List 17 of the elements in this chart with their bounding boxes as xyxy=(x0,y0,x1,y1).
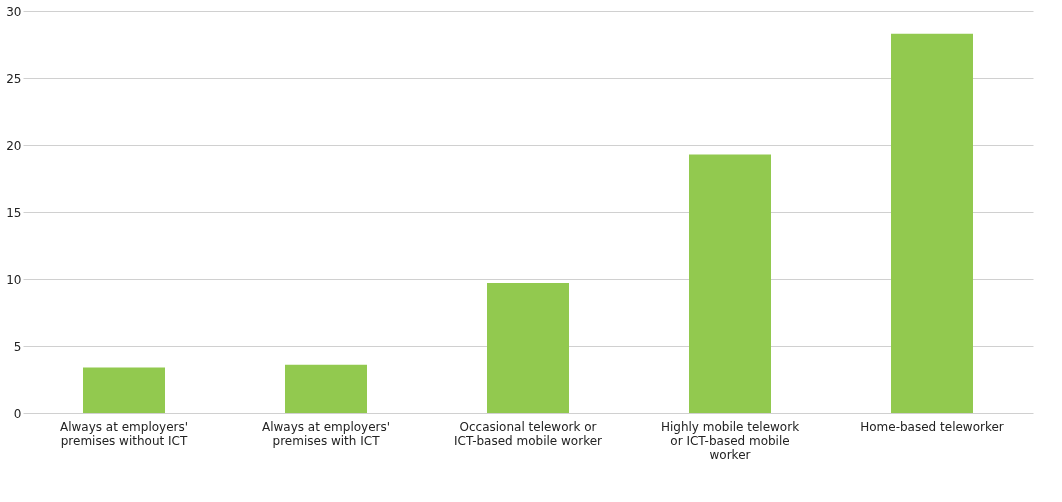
x-tick-label: Occasional telework or ICT-based mobile worker xyxy=(454,419,603,448)
x-tick-label: Highly mobile telework or ICT-based mobile worker xyxy=(660,419,800,462)
y-tick-label: 20 xyxy=(6,138,22,153)
x-tick-label: Always at employers' premises with ICT xyxy=(261,419,391,448)
bar xyxy=(891,33,973,413)
bar xyxy=(285,364,367,413)
bar xyxy=(487,283,569,413)
y-tick-label: 5 xyxy=(13,339,22,354)
bar xyxy=(83,367,165,413)
y-tick-label: 25 xyxy=(6,71,22,86)
y-tick-label: 10 xyxy=(6,272,22,287)
y-tick-label: 0 xyxy=(13,406,22,421)
x-tick-label: Always at employers' premises without ICT xyxy=(59,419,189,448)
x-tick-label: Home-based teleworker xyxy=(860,419,1004,434)
y-tick-label: 15 xyxy=(6,205,22,220)
bar xyxy=(689,154,771,413)
y-tick-label: 30 xyxy=(6,4,22,19)
